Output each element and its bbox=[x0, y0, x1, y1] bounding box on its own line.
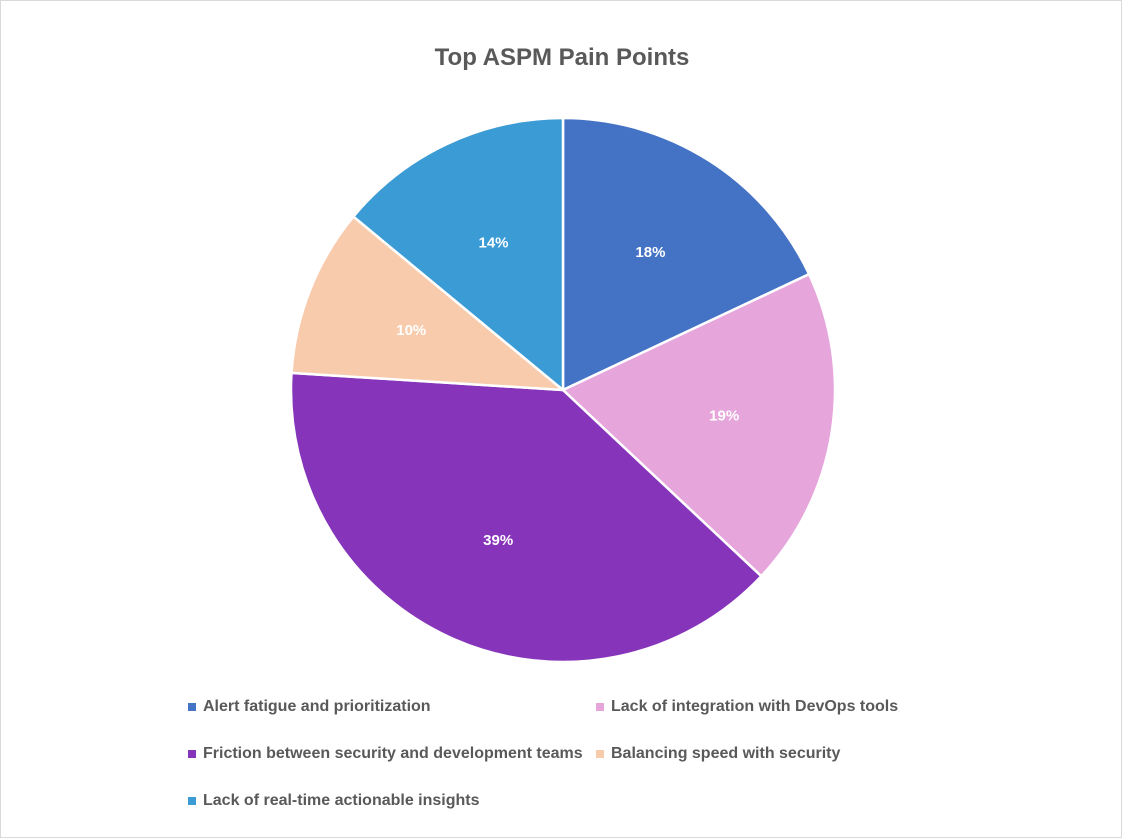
data-label-devops-integration: 19% bbox=[709, 408, 739, 425]
pie-slice-devops-integration bbox=[560, 272, 837, 578]
data-label-alert-fatigue: 18% bbox=[635, 244, 665, 261]
pie-slice-alert-fatigue bbox=[561, 116, 811, 392]
pie-slice-speed-security bbox=[290, 214, 567, 392]
pie-slice-friction bbox=[289, 371, 764, 664]
data-label-friction: 39% bbox=[483, 532, 513, 549]
data-label-real-time-insights: 14% bbox=[478, 234, 508, 251]
chart-title: Top ASPM Pain Points bbox=[434, 44, 690, 71]
data-label-speed-security: 10% bbox=[396, 322, 426, 339]
pie-slice-real-time-insights bbox=[351, 116, 565, 393]
